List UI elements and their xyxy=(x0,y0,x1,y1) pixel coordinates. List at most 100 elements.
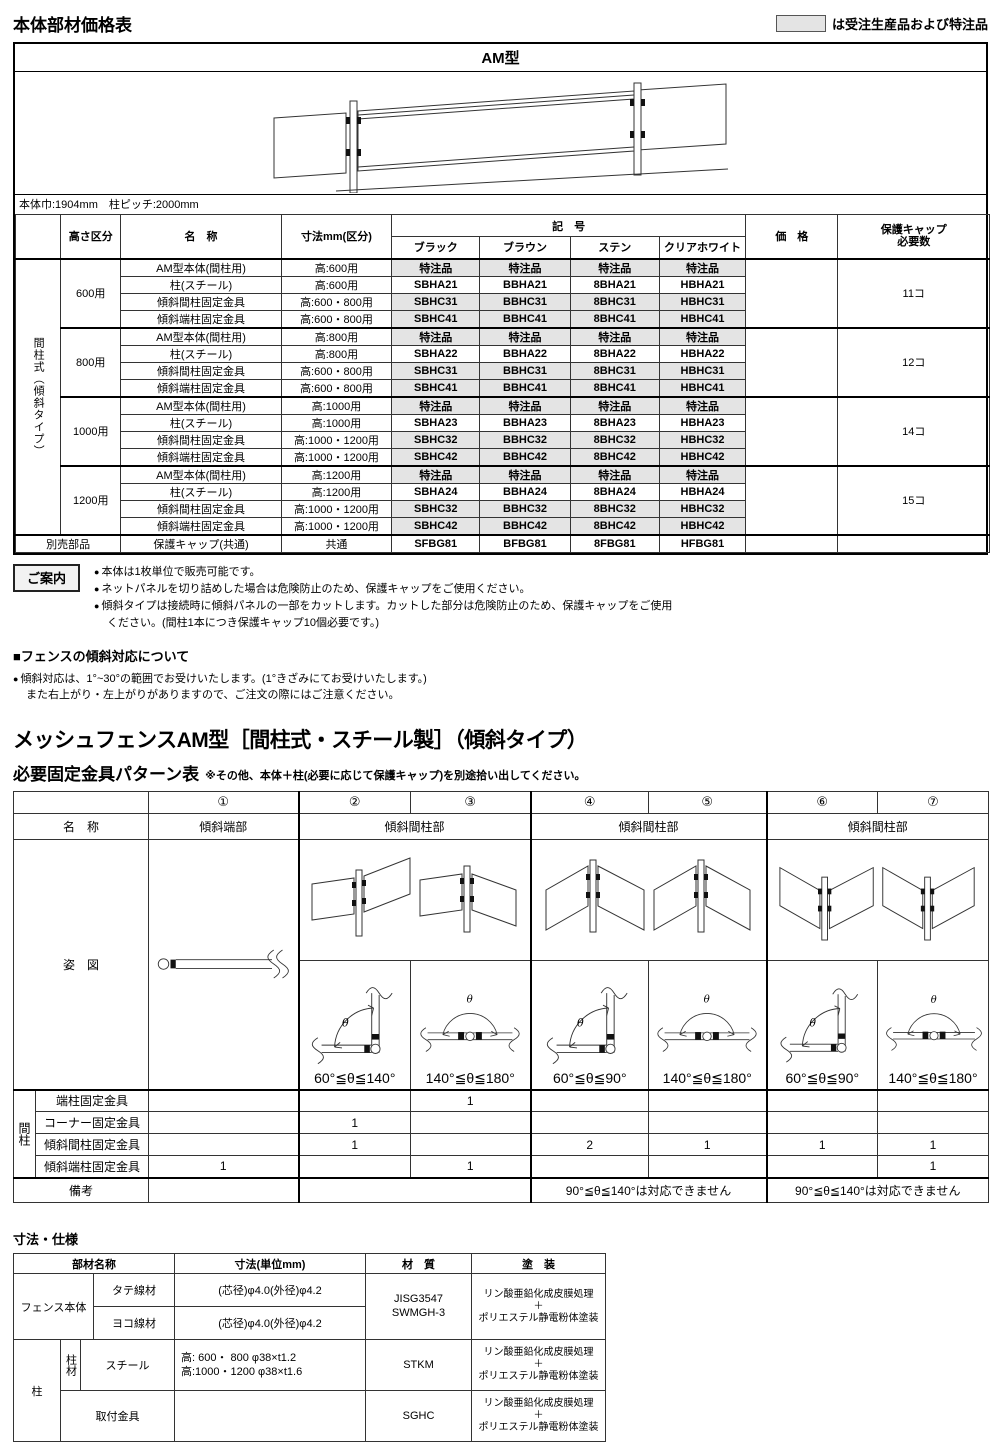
code-cell: SBHC42 xyxy=(391,447,481,466)
pattern-subtitle: 必要固定金具パターン表 xyxy=(13,764,200,784)
corner-cell xyxy=(14,214,62,259)
size-cell: 高:1000用 xyxy=(280,413,393,432)
size-cell: 高:1000・1200用 xyxy=(280,499,393,518)
corner-angle-diagram: θ xyxy=(780,988,859,1063)
count-cell: 1 xyxy=(148,1155,299,1179)
count-cell xyxy=(765,1111,878,1135)
code-cell: 特注品 xyxy=(569,326,660,346)
code-cell: BBHC32 xyxy=(479,430,571,449)
end-post-diagram xyxy=(158,949,290,979)
code-cell: BFBG81 xyxy=(479,533,571,553)
code-cell: SBHA22 xyxy=(391,344,481,363)
slope-heading: ■フェンスの傾斜対応について xyxy=(13,648,190,664)
legend: は受注生産品および特注品 xyxy=(775,14,988,33)
size-cell: 高:800用 xyxy=(280,344,393,363)
spec-col-material: 材 質 xyxy=(365,1253,472,1275)
count-cell xyxy=(877,1088,989,1113)
col-cap: 保護キャップ 必要数 xyxy=(837,214,990,259)
code-cell: SBHC32 xyxy=(391,430,481,449)
pattern-number: ⑤ xyxy=(648,790,767,814)
part-name-cell: 傾斜間柱固定金具 xyxy=(120,361,282,380)
figure-label: 姿 図 xyxy=(13,838,149,1091)
straight-angle-diagram: θ xyxy=(420,993,520,1052)
corner-angle-diagram: θ xyxy=(546,986,628,1064)
part-name: 傾斜間柱部 xyxy=(529,812,767,840)
price-cell xyxy=(745,258,839,328)
angle-range: 60°≦θ≦140° xyxy=(314,1069,396,1086)
size-cell: 高:1000・1200用 xyxy=(280,447,393,466)
code-cell: 特注品 xyxy=(658,258,747,277)
count-cell xyxy=(648,1155,767,1179)
col-price: 価 格 xyxy=(745,214,839,259)
part-name-cell: 傾斜端柱固定金具 xyxy=(120,516,282,535)
price-cell xyxy=(745,395,839,466)
part-name-cell: AM型本体(間柱用) xyxy=(120,464,282,484)
panel-diagram-23 xyxy=(311,856,516,937)
count-cell xyxy=(765,1155,878,1179)
col-height: 高さ区分 xyxy=(60,214,122,259)
count-cell xyxy=(297,1088,411,1113)
col-color-black: ブラック xyxy=(391,236,481,259)
fence-illustration xyxy=(15,72,986,194)
spec-col-coating: 塗 装 xyxy=(471,1253,606,1275)
hardware-label: 端柱固定金具 xyxy=(35,1088,149,1113)
figure-angle-5: θ 140°≦θ≦180° xyxy=(648,959,767,1091)
count-cell xyxy=(648,1111,767,1135)
code-cell: 8BHC31 xyxy=(569,292,660,311)
pattern-title: メッシュフェンスAM型［間柱式・スチール製］（傾斜タイプ） xyxy=(13,728,588,752)
extra-label-cell: 別売部品 xyxy=(14,533,122,553)
figure-angle-7: θ 140°≦θ≦180° xyxy=(877,959,989,1091)
code-cell: HBHC32 xyxy=(658,430,747,449)
figure-panels-23 xyxy=(297,838,531,961)
count-cell: 1 xyxy=(765,1133,878,1157)
pattern-number: ⑦ xyxy=(877,790,989,814)
part-name-cell: 傾斜間柱固定金具 xyxy=(120,499,282,518)
count-cell xyxy=(765,1088,878,1113)
code-cell: 8BHC32 xyxy=(569,430,660,449)
pattern-number: ② xyxy=(297,790,411,814)
size-cell: 高:800用 xyxy=(280,326,393,346)
size-cell: 高:600用 xyxy=(280,258,393,277)
code-cell: 特注品 xyxy=(569,464,660,484)
panel-diagram-67 xyxy=(779,866,975,941)
code-cell: HBHC31 xyxy=(658,361,747,380)
pattern-number: ③ xyxy=(410,790,531,814)
code-cell: BBHC41 xyxy=(479,309,571,328)
code-cell: BBHC32 xyxy=(479,499,571,518)
code-cell: 特注品 xyxy=(391,395,481,415)
size-cell: 高:1000・1200用 xyxy=(280,516,393,535)
count-cell xyxy=(410,1133,531,1157)
size-cell: 高:600・800用 xyxy=(280,309,393,328)
code-cell: 特注品 xyxy=(391,258,481,277)
code-cell: HBHC32 xyxy=(658,499,747,518)
code-cell: 特注品 xyxy=(479,258,571,277)
spec-size: (芯径)φ4.0(外径)φ4.2 xyxy=(174,1273,366,1308)
legend-label: は受注生産品および特注品 xyxy=(831,16,988,32)
code-cell: SBHC31 xyxy=(391,292,481,311)
corner-cell xyxy=(13,790,149,814)
col-code: 記 号 xyxy=(391,214,747,237)
cap-count-cell: 15コ xyxy=(837,464,990,535)
part-name: 傾斜間柱部 xyxy=(297,812,531,840)
spec-coating: リン酸亜鉛化成皮膜処理＋ポリエステル静電粉体塗装 xyxy=(471,1339,606,1392)
product-box: AM型 本体巾:1904mm 柱ピッチ: xyxy=(13,42,990,555)
part-name-cell: 傾斜間柱固定金具 xyxy=(120,292,282,311)
part-name: 傾斜間柱部 xyxy=(765,812,989,840)
figure-panels-67 xyxy=(765,838,989,961)
code-cell: HBHC31 xyxy=(658,292,747,311)
part-name-cell: 傾斜端柱固定金具 xyxy=(120,447,282,466)
code-cell: BBHC41 xyxy=(479,378,571,397)
spec-part-name: ヨコ線材 xyxy=(93,1306,175,1341)
size-cell: 高:600・800用 xyxy=(280,361,393,380)
cap-count-cell: 12コ xyxy=(837,326,990,397)
hardware-label: 傾斜端柱固定金具 xyxy=(35,1155,149,1179)
remark-cell xyxy=(148,1176,299,1204)
height-cell: 600用 xyxy=(60,258,122,328)
code-cell: 8BHC42 xyxy=(569,516,660,535)
code-cell: HBHA23 xyxy=(658,413,747,432)
code-cell: 8BHC42 xyxy=(569,447,660,466)
count-cell: 1 xyxy=(297,1111,411,1135)
notice-items: 本体は1枚単位で販売可能です。 ネットパネルを切り詰めした場合は危険防止のため、… xyxy=(94,564,672,632)
count-cell: 1 xyxy=(410,1155,531,1179)
page-title: 本体部材価格表 xyxy=(13,15,132,35)
